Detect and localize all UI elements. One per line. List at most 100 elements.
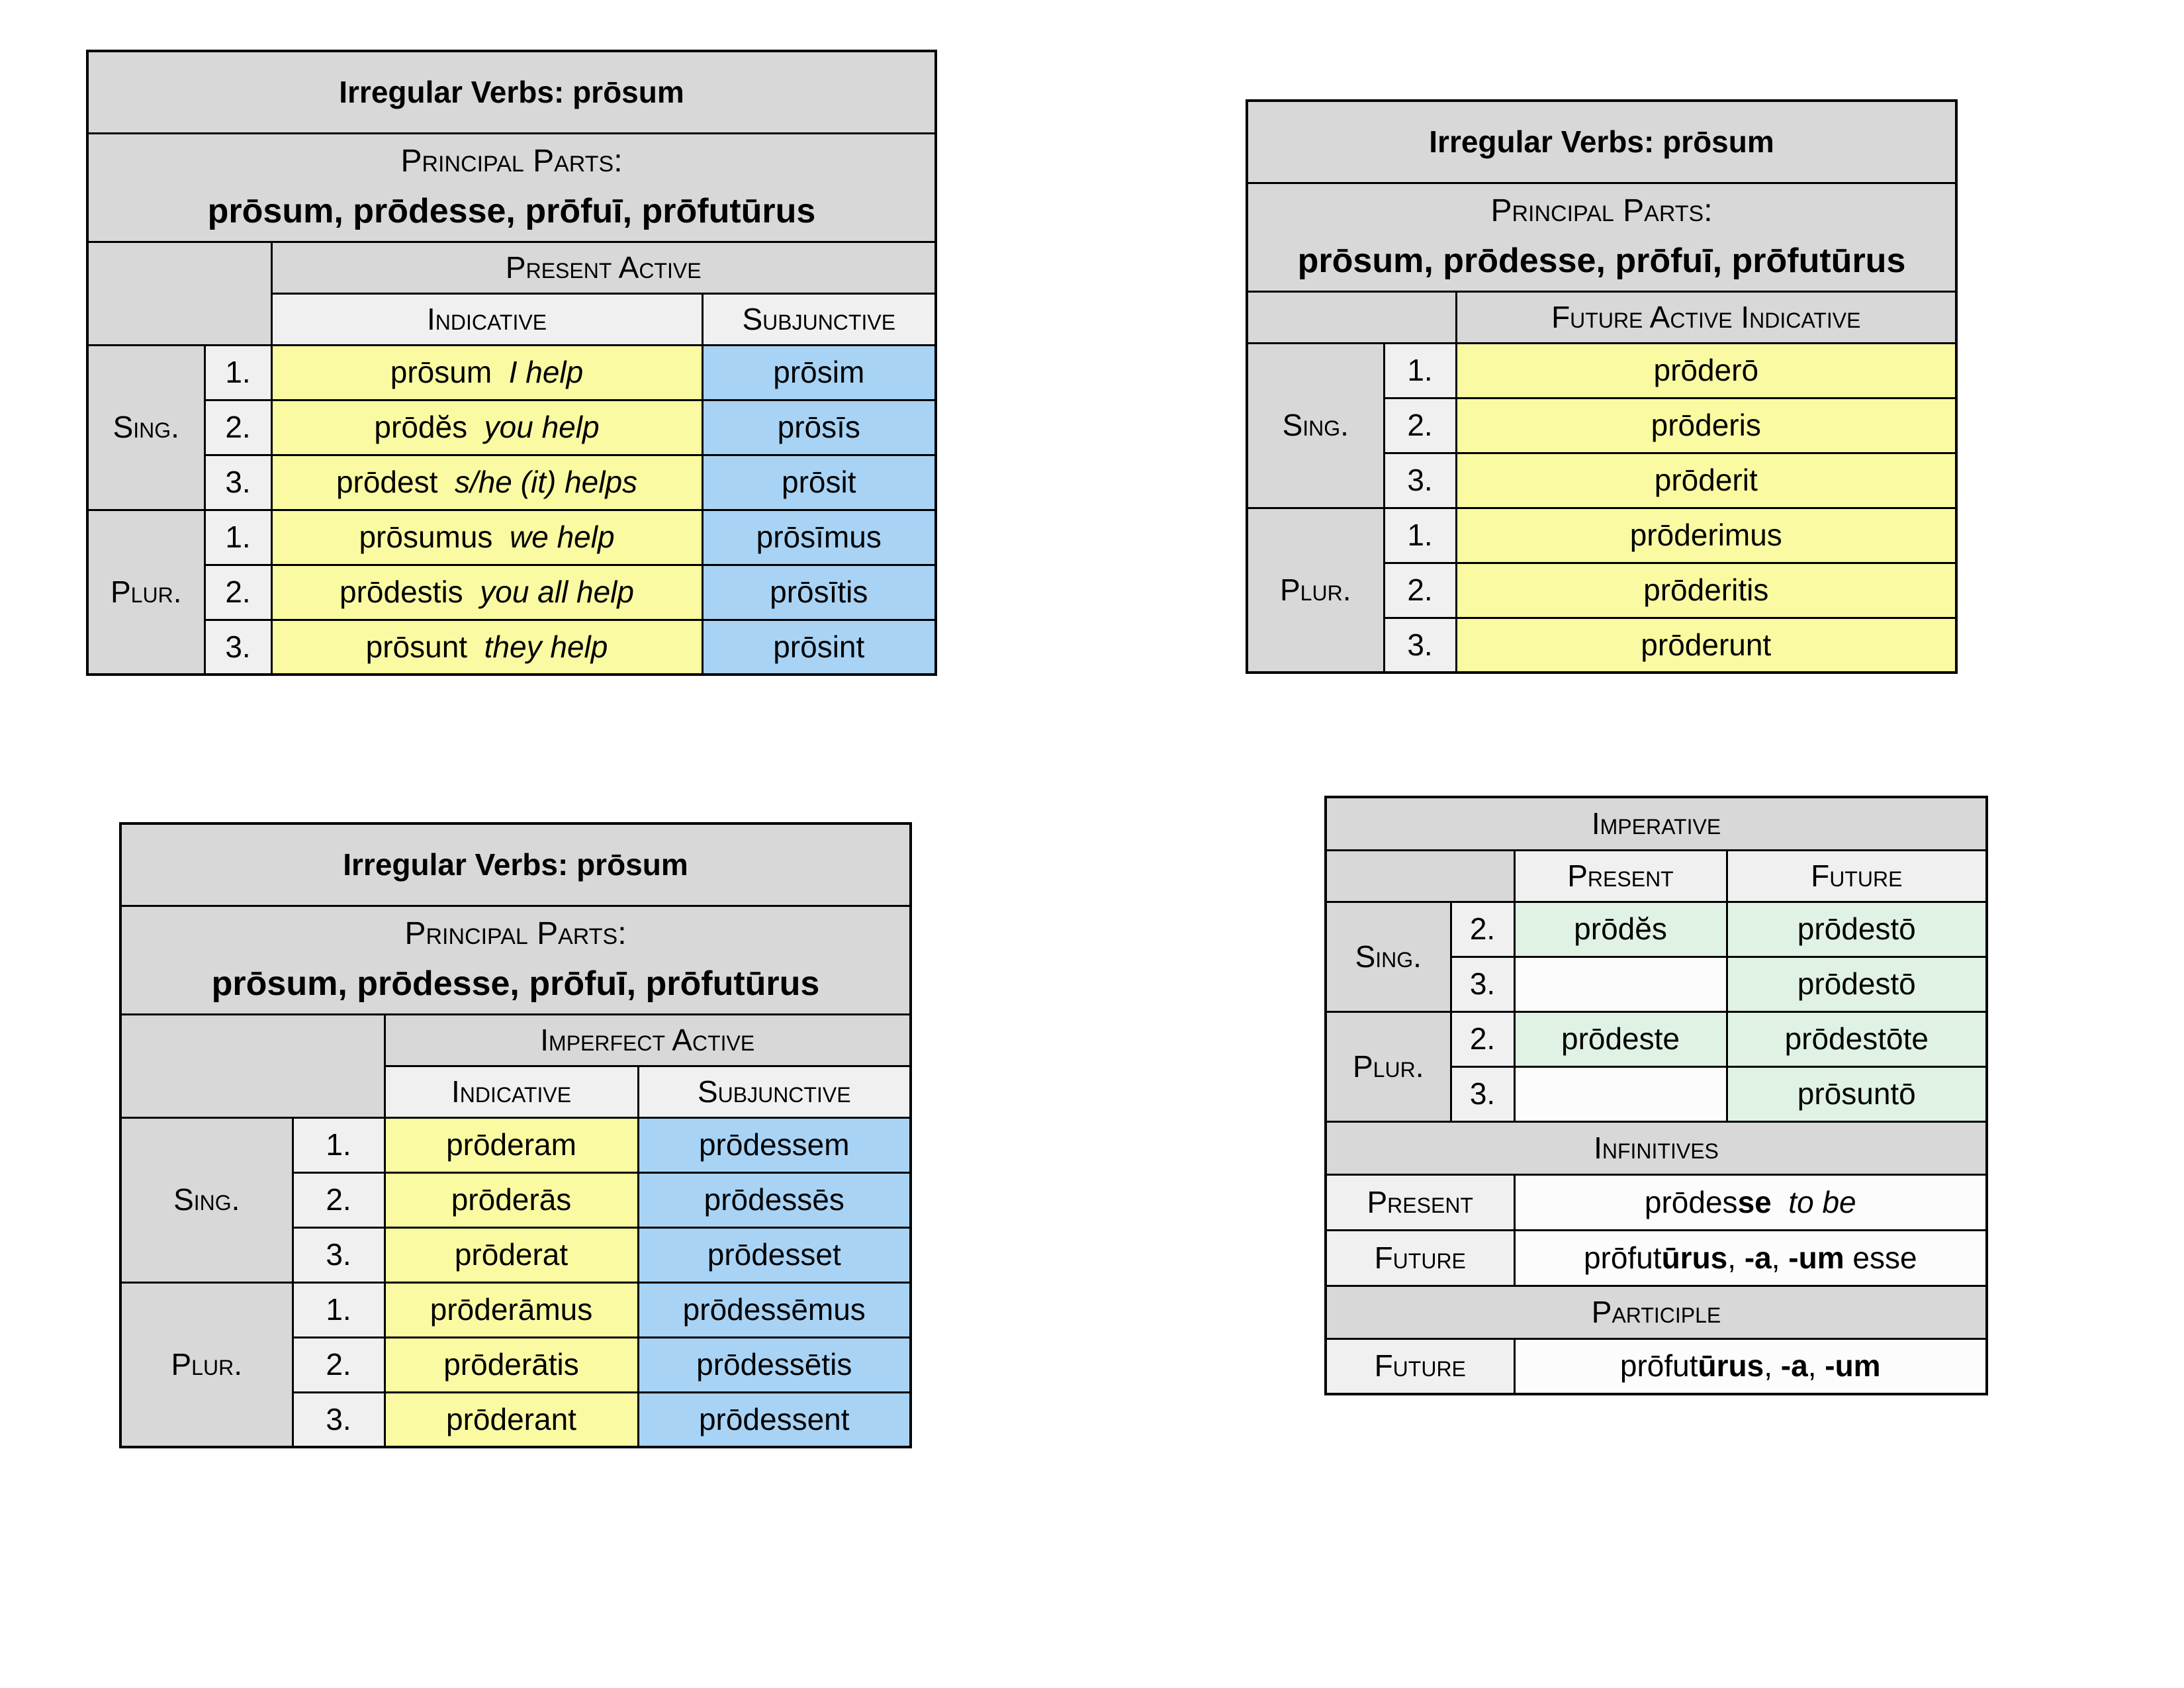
person-number: 3. (291, 1226, 386, 1284)
imperative-present-cell: prōdeste (1513, 1010, 1728, 1068)
person-number: 3. (1449, 1065, 1516, 1123)
table-row: Sing. 1. prōderō (1246, 342, 1958, 509)
person-number: 2. (1383, 397, 1457, 454)
table-row: Plur. 1. prōderimus (1246, 506, 1958, 674)
person-number: 2. (1449, 900, 1516, 958)
person-number: 2. (203, 563, 273, 621)
present-column-header: Present (1513, 849, 1728, 903)
tense-header: Imperfect Active (383, 1013, 912, 1067)
tense-header: Present Active (270, 240, 937, 295)
table-row: 2. prōderātis prōdessētis (120, 1336, 912, 1393)
indicative-cell: prōderāmus (383, 1281, 639, 1338)
imperative-table: Imperative Present Future Sing. 2. prōdĕ… (1324, 796, 1989, 1395)
imperative-future-cell: prōdestōte (1725, 1010, 1988, 1068)
imperative-future-cell: prōsuntō (1725, 1065, 1988, 1123)
principal-parts-cell: Principal Parts: prōsum, prōdesse, prōfu… (1246, 181, 1958, 293)
table-row: Irregular Verbs: prōsum (1246, 99, 1958, 184)
subjunctive-cell: prōdessem (637, 1116, 912, 1174)
person-number: 1. (291, 1281, 386, 1338)
principal-parts-label: Principal Parts: (1490, 193, 1713, 228)
table-row: Plur. 2. prōdeste prōdestōte (1324, 1010, 1988, 1123)
future-column-header: Future (1725, 849, 1988, 903)
table-row: 2. prōderās prōdessēs (120, 1171, 912, 1229)
form-cell: prōderimus (1455, 506, 1958, 564)
participle-tense-label: Future (1324, 1337, 1516, 1395)
table-row: Plur. 1. prōsumus we help prōsīmus (86, 508, 937, 676)
subjunctive-cell: prōdessent (637, 1391, 912, 1448)
person-group-label: Sing. (119, 1116, 294, 1284)
person-number: 2. (1449, 1010, 1516, 1068)
table-row: Principal Parts: prōsum, prōdesse, prōfu… (86, 132, 937, 243)
table-row: Indicative Subjunctive (120, 1064, 912, 1119)
person-number: 2. (291, 1171, 386, 1229)
indicative-cell: prōderant (383, 1391, 639, 1448)
table-row: Principal Parts: prōsum, prōdesse, prōfu… (1246, 181, 1958, 293)
imperative-future-cell: prōdestō (1725, 900, 1988, 958)
subjunctive-cell: prōdessēmus (637, 1281, 912, 1338)
table-row: 2. prōdestis you all help prōsītis (87, 563, 937, 621)
person-group-label: Sing. (1246, 342, 1385, 509)
table-row: Plur. 1. prōderāmus prōdessēmus (119, 1281, 912, 1448)
person-number: 1. (1383, 342, 1457, 399)
principal-parts-cell: Principal Parts: prōsum, prōdesse, prōfu… (86, 132, 937, 243)
imperative-present-cell (1513, 1065, 1728, 1123)
person-number: 3. (203, 618, 273, 676)
table-row: Principal Parts: prōsum, prōdesse, prōfu… (119, 904, 912, 1015)
indicative-cell: prōderātis (383, 1336, 639, 1393)
table-row: 3. prōderant prōdessent (120, 1391, 912, 1448)
table-row: 3. prōderunt (1247, 616, 1958, 674)
table-row: 3. prōdestō (1326, 955, 1988, 1013)
table-row: Present prōdesse to be (1324, 1173, 1988, 1231)
indicative-cell: prōsum I help (270, 344, 704, 401)
table-row: 3. prōdest s/he (it) helps prōsit (87, 453, 937, 511)
table-row: 2. prōderitis (1247, 561, 1958, 619)
form-cell: prōderitis (1455, 561, 1958, 619)
form-cell: prōderis (1455, 397, 1958, 454)
table-row: 3. prōderat prōdesset (120, 1226, 912, 1284)
subjunctive-cell: prōsit (701, 453, 937, 511)
principal-parts-cell: Principal Parts: prōsum, prōdesse, prōfu… (119, 904, 912, 1015)
subjunctive-cell: prōsīs (701, 399, 937, 456)
table-row: Present Future (1324, 849, 1988, 903)
person-number: 1. (291, 1116, 386, 1174)
person-group-label: Plur. (1246, 506, 1385, 674)
person-group-label: Plur. (119, 1281, 294, 1448)
indicative-header: Indicative (383, 1064, 639, 1119)
form-cell: prōderunt (1455, 616, 1958, 674)
form-cell: prōderit (1455, 451, 1958, 509)
infinitive-tense-label: Future (1324, 1229, 1516, 1287)
imperative-header: Imperative (1324, 796, 1988, 851)
infinitive-value: prōdesse to be (1513, 1173, 1988, 1231)
table-row: 2. prōdĕs you help prōsīs (87, 399, 937, 456)
participle-header: Participle (1324, 1284, 1988, 1340)
subjunctive-cell: prōsīmus (701, 508, 937, 566)
indicative-cell: prōdĕs you help (270, 399, 704, 456)
person-group-label: Plur. (86, 508, 206, 676)
infinitive-value: prōfutūrus, -a, -um esse (1513, 1229, 1988, 1287)
principal-parts-value: prōsum, prōdesse, prōfuī, prōfutūrus (207, 192, 816, 230)
person-number: 3. (1383, 616, 1457, 674)
imperfect-active-table: Irregular Verbs: prōsum Principal Parts:… (119, 822, 912, 1448)
imperative-present-cell: prōdĕs (1513, 900, 1728, 958)
table-row: Infinitives (1324, 1120, 1988, 1176)
corner-cell (119, 1013, 386, 1119)
subjunctive-cell: prōdesset (637, 1226, 912, 1284)
subjunctive-cell: prōdessēs (637, 1171, 912, 1229)
table-row: Participle (1324, 1284, 1988, 1340)
imperative-present-cell (1513, 955, 1728, 1013)
person-number: 3. (1449, 955, 1516, 1013)
person-number: 2. (203, 399, 273, 456)
table-row: 3. prōderit (1247, 451, 1958, 509)
table-row: Imperfect Active (119, 1013, 912, 1119)
table-title: Irregular Verbs: prōsum (86, 50, 937, 134)
subjunctive-cell: prōdessētis (637, 1336, 912, 1393)
table-row: Sing. 2. prōdĕs prōdestō (1324, 900, 1988, 1013)
subjunctive-header: Subjunctive (701, 292, 937, 346)
imperative-future-cell: prōdestō (1725, 955, 1988, 1013)
indicative-cell: prōsunt they help (270, 618, 704, 676)
table-row: Future Active Indicative (1246, 290, 1958, 344)
table-row: Irregular Verbs: prōsum (86, 50, 937, 134)
indicative-header: Indicative (270, 292, 704, 346)
infinitives-header: Infinitives (1324, 1120, 1988, 1176)
indicative-cell: prōderās (383, 1171, 639, 1229)
